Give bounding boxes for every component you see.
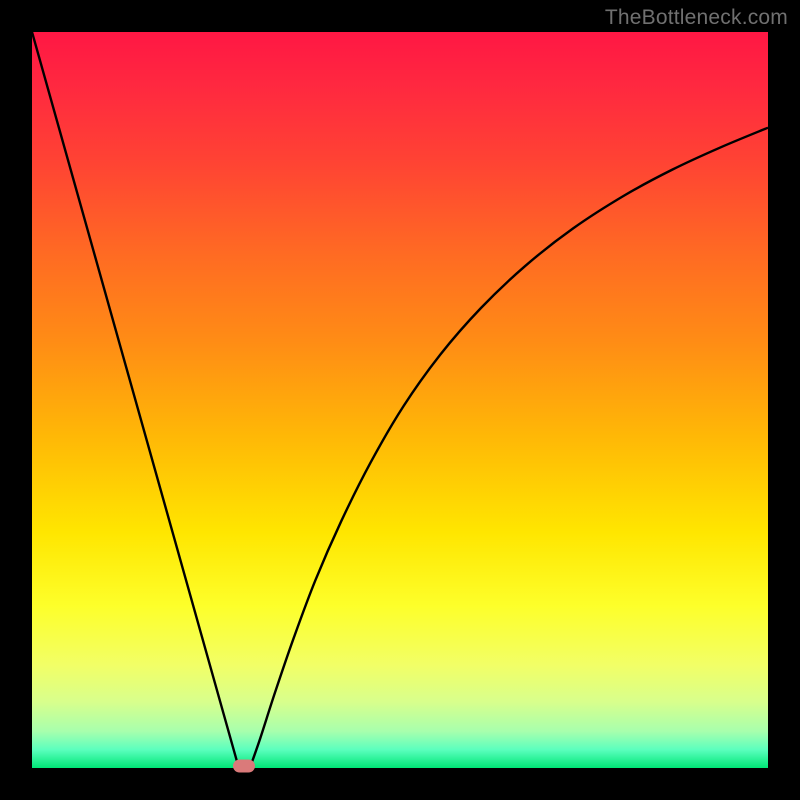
minimum-marker <box>233 759 255 772</box>
bottleneck-curve <box>32 32 768 768</box>
watermark-text: TheBottleneck.com <box>605 6 788 30</box>
chart-plot-area <box>32 32 768 768</box>
